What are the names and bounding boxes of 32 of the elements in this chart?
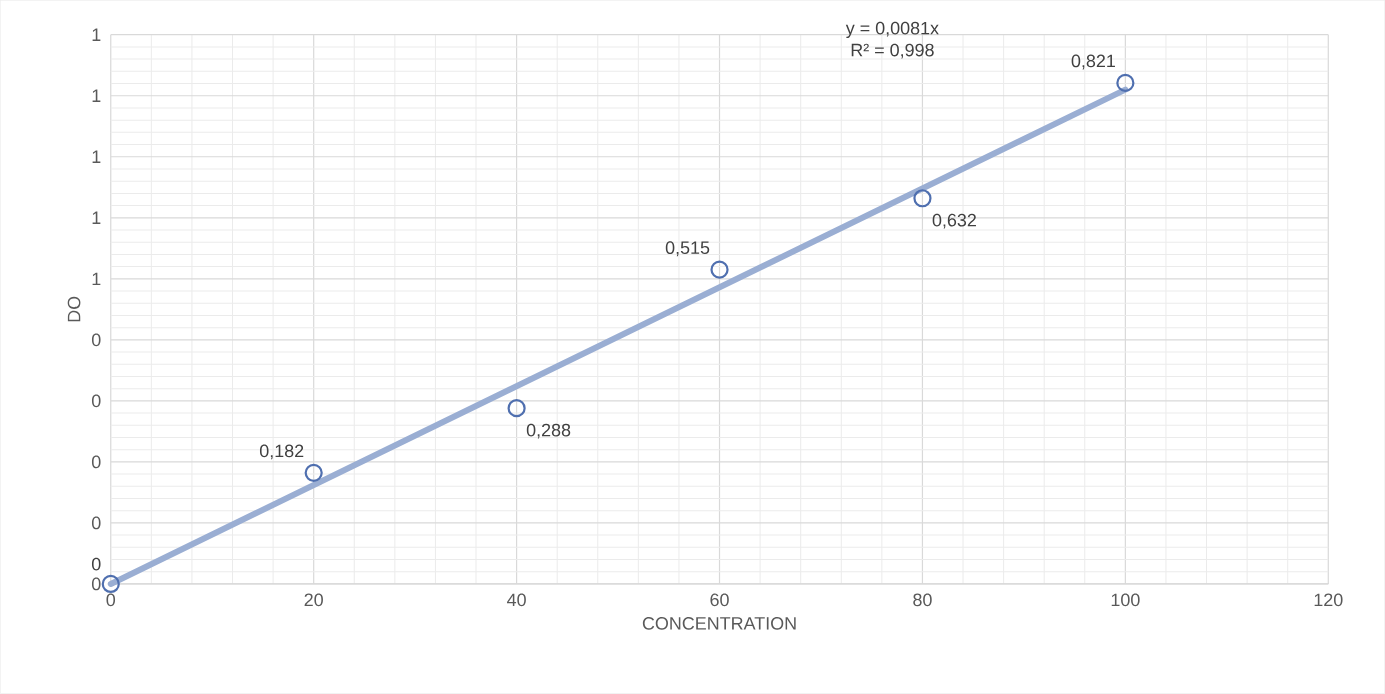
data-label: 0,515 <box>665 241 710 257</box>
data-label: 0,182 <box>259 444 304 460</box>
data-label: 0,821 <box>1071 54 1115 70</box>
point <box>101 574 120 594</box>
y-tick-label: 1 <box>92 272 101 286</box>
point <box>913 189 932 208</box>
y-tick-label: 1 <box>92 150 101 164</box>
annotation: y = 0,0081x <box>845 21 939 39</box>
y-tick-label: 0 <box>91 455 101 469</box>
point <box>710 260 729 279</box>
point <box>304 463 323 483</box>
y-tick-label: 1 <box>92 28 101 42</box>
x-tick-label: 40 <box>507 593 526 607</box>
data-label: 0,288 <box>526 423 571 439</box>
y-tick-label: 0 <box>91 333 101 347</box>
y-axis-title: DO <box>67 296 81 322</box>
data-label: 0,632 <box>932 213 976 229</box>
x-tick-label: 100 <box>1111 593 1140 607</box>
x-tick-label: 0 <box>106 593 116 607</box>
x-tick-label: 20 <box>304 593 323 607</box>
x-axis-title: CONCENTRATION <box>642 617 796 630</box>
y-tick-label: 1 <box>92 211 101 225</box>
y-tick-label: 1 <box>92 89 101 103</box>
y-tick-label: 0 <box>91 516 101 530</box>
y-tick-label: 0 <box>91 394 101 408</box>
annotation: R² = 0,998 <box>851 43 934 59</box>
x-tick-label: 60 <box>710 593 729 607</box>
x-tick-label: 120 <box>1314 593 1343 607</box>
y-tick-label: 0 <box>91 577 101 591</box>
point <box>507 399 526 418</box>
x-tick-label: 80 <box>913 593 932 607</box>
point <box>1116 73 1135 93</box>
